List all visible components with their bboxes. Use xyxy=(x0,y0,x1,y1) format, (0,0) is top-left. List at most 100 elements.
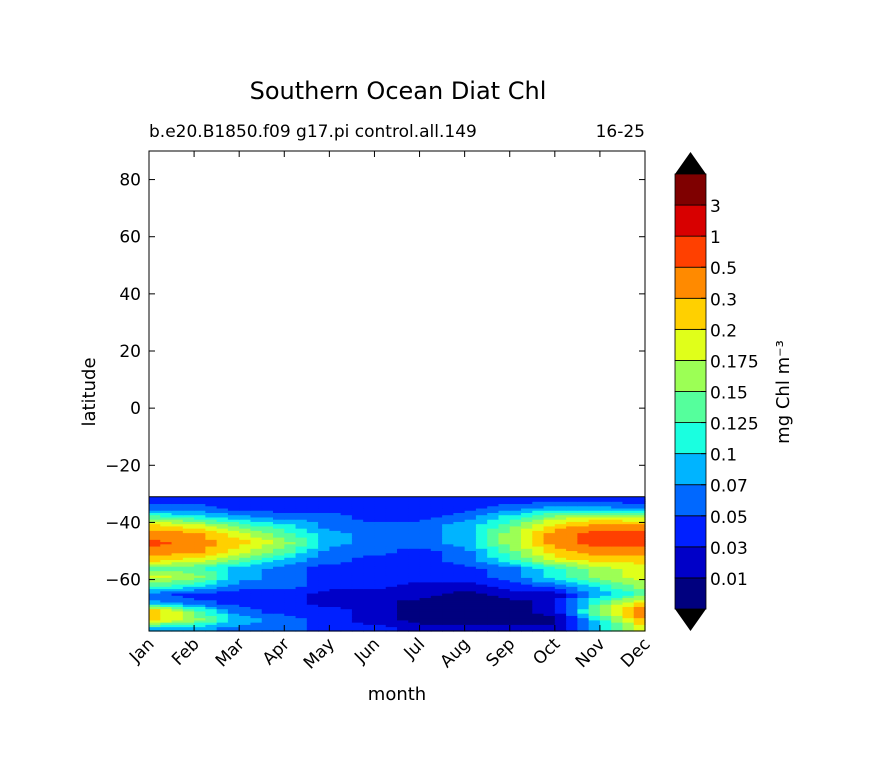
field-cell xyxy=(273,530,285,534)
field-cell xyxy=(329,619,342,623)
field-cell xyxy=(611,534,624,538)
field-cell xyxy=(329,505,342,509)
field-cell xyxy=(453,599,466,603)
field-cell xyxy=(532,528,545,531)
field-cell xyxy=(216,548,229,552)
field-cell xyxy=(509,590,522,594)
field-cell xyxy=(374,503,387,507)
field-cell xyxy=(509,588,522,592)
field-cell xyxy=(622,507,635,511)
field-cell xyxy=(160,579,173,583)
field-cell xyxy=(543,566,556,569)
field-cell xyxy=(239,537,252,540)
field-cell xyxy=(408,606,421,610)
field-cell xyxy=(216,505,229,509)
field-cell xyxy=(554,498,567,502)
field-cell xyxy=(611,521,624,525)
field-cell xyxy=(216,592,229,596)
field-cell xyxy=(521,554,533,558)
field-cell xyxy=(532,541,545,545)
field-cell xyxy=(261,588,274,592)
field-cell xyxy=(340,628,353,632)
field-cell xyxy=(284,559,297,563)
field-cell xyxy=(487,521,500,525)
field-cell xyxy=(351,541,364,545)
field-cell xyxy=(385,519,398,522)
field-cell xyxy=(363,628,376,632)
field-cell xyxy=(216,514,229,518)
field-cell xyxy=(633,617,646,621)
field-cell xyxy=(599,516,612,520)
field-cell xyxy=(340,615,353,619)
field-cell xyxy=(453,532,466,536)
field-cell xyxy=(284,507,297,511)
field-cell xyxy=(475,496,488,500)
field-cell xyxy=(397,510,409,513)
field-cell xyxy=(599,534,612,538)
field-cell xyxy=(599,563,612,567)
field-cell xyxy=(340,604,353,607)
field-cell xyxy=(329,552,342,556)
field-cell xyxy=(633,601,646,605)
field-cell xyxy=(577,534,590,538)
field-cell xyxy=(318,575,330,578)
colorbar-tick-label: 0.2 xyxy=(710,321,737,341)
field-cell xyxy=(363,588,376,592)
field-cell xyxy=(498,505,511,509)
field-cell xyxy=(430,601,443,605)
field-cell xyxy=(430,516,443,520)
field-cell xyxy=(261,579,274,583)
field-cell xyxy=(599,613,612,616)
field-cell xyxy=(464,525,477,529)
field-cell xyxy=(149,548,161,552)
field-cell xyxy=(554,507,567,511)
field-cell xyxy=(351,516,364,520)
field-cell xyxy=(194,581,206,585)
field-cell xyxy=(408,512,421,516)
field-cell xyxy=(205,599,218,603)
field-cell xyxy=(430,619,443,623)
field-cell xyxy=(194,510,206,513)
field-cell xyxy=(295,557,308,560)
field-cell xyxy=(318,545,330,549)
field-cell xyxy=(205,534,218,538)
field-cell xyxy=(397,507,409,511)
field-cell xyxy=(227,541,240,545)
field-cell xyxy=(464,534,477,538)
field-cell xyxy=(464,563,477,567)
field-cell xyxy=(149,597,161,601)
field-cell xyxy=(599,550,612,554)
chart-subtitle-right: 16-25 xyxy=(596,122,645,142)
field-cell xyxy=(205,539,218,543)
field-cell xyxy=(351,604,364,607)
field-cell xyxy=(554,628,567,632)
field-cell xyxy=(250,626,263,630)
field-cell xyxy=(622,628,635,632)
field-cell xyxy=(554,613,567,616)
field-cell xyxy=(419,557,432,560)
field-cell xyxy=(430,528,443,531)
field-cell xyxy=(577,610,590,614)
field-cell xyxy=(295,523,308,527)
field-cell xyxy=(543,523,556,527)
field-cell xyxy=(487,507,500,511)
field-cell xyxy=(363,512,376,516)
field-cell xyxy=(532,505,545,509)
field-cell xyxy=(160,501,173,505)
field-cell xyxy=(566,507,578,511)
field-cell xyxy=(622,626,635,630)
field-cell xyxy=(374,572,387,576)
field-cell xyxy=(273,579,285,583)
field-cell xyxy=(611,554,624,558)
field-cell xyxy=(408,617,421,621)
field-cell xyxy=(171,559,184,563)
field-cell xyxy=(385,568,398,572)
field-cell xyxy=(160,559,173,563)
field-cell xyxy=(239,624,252,628)
field-cell xyxy=(475,559,488,563)
field-cell xyxy=(464,507,477,511)
field-cell xyxy=(611,561,624,565)
field-cell xyxy=(227,557,240,560)
field-cell xyxy=(543,619,556,623)
field-cell xyxy=(532,566,545,569)
